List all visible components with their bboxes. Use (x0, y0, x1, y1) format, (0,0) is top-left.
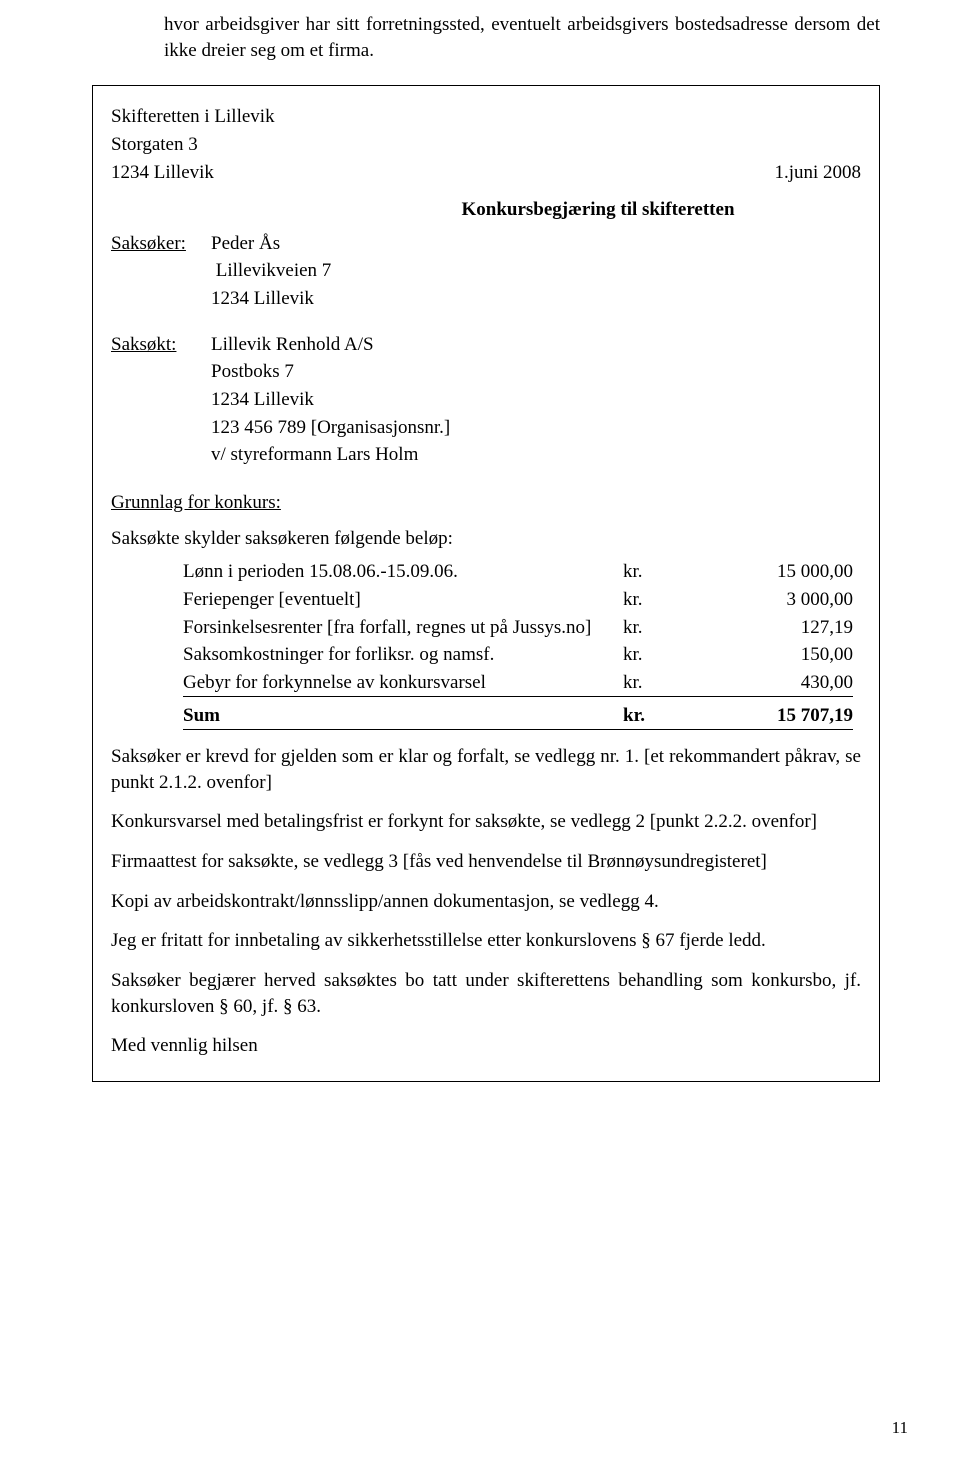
paragraph: Firmaattest for saksøkte, se vedlegg 3 [… (111, 849, 861, 875)
plaintiff-city: 1234 Lillevik (211, 286, 861, 312)
paragraph: Konkursvarsel med betalingsfrist er fork… (111, 809, 861, 835)
paragraph: Saksøker er krevd for gjelden som er kla… (111, 744, 861, 795)
court-name: Skifteretten i Lillevik (111, 104, 861, 130)
sum-value: 15 707,19 (683, 703, 853, 730)
plaintiff-name: Peder Ås (211, 231, 280, 257)
amount-label: Feriepenger [eventuelt] (183, 587, 623, 613)
page-number: 11 (892, 1417, 908, 1440)
plaintiff-street: Lillevikveien 7 (211, 258, 861, 284)
sum-kr: kr. (623, 703, 683, 730)
defendant-name: Lillevik Renhold A/S (211, 332, 374, 358)
amount-value: 3 000,00 (743, 587, 853, 613)
amount-kr: kr. (623, 559, 743, 585)
basis-heading: Grunnlag for konkurs: (111, 490, 861, 516)
plaintiff-label: Saksøker: (111, 231, 211, 257)
amount-kr: kr. (623, 642, 743, 668)
amount-row: Gebyr for forkynnelse av konkursvarsel k… (183, 670, 853, 698)
amount-kr: kr. (623, 587, 743, 613)
sum-row: Sum kr. 15 707,19 (183, 703, 853, 730)
amount-table: Lønn i perioden 15.08.06.-15.09.06. kr. … (183, 559, 853, 730)
defendant-city: 1234 Lillevik (211, 387, 861, 413)
defendant-orgnr: 123 456 789 [Organisasjonsnr.] (211, 415, 861, 441)
document-date: 1.juni 2008 (774, 160, 861, 186)
court-street: Storgaten 3 (111, 132, 861, 158)
closing: Med vennlig hilsen (111, 1033, 861, 1059)
amount-label: Gebyr for forkynnelse av konkursvarsel (183, 670, 623, 698)
amount-row: Saksomkostninger for forliksr. og namsf.… (183, 642, 853, 668)
paragraph: Saksøker begjærer herved saksøktes bo ta… (111, 968, 861, 1019)
defendant-attn: v/ styreformann Lars Holm (211, 442, 861, 468)
amount-row: Lønn i perioden 15.08.06.-15.09.06. kr. … (183, 559, 853, 585)
amount-value: 15 000,00 (743, 559, 853, 585)
defendant-label: Saksøkt: (111, 332, 211, 358)
intro-paragraph: hvor arbeidsgiver har sitt forretningsst… (164, 12, 880, 63)
amount-label: Lønn i perioden 15.08.06.-15.09.06. (183, 559, 623, 585)
document-box: Skifteretten i Lillevik Storgaten 3 1234… (92, 85, 880, 1082)
amount-row: Forsinkelsesrenter [fra forfall, regnes … (183, 615, 853, 641)
sum-label: Sum (183, 703, 623, 730)
amount-label: Saksomkostninger for forliksr. og namsf. (183, 642, 623, 668)
paragraph: Kopi av arbeidskontrakt/lønnsslipp/annen… (111, 889, 861, 915)
paragraph: Jeg er fritatt for innbetaling av sikker… (111, 928, 861, 954)
amount-value: 127,19 (743, 615, 853, 641)
defendant-street: Postboks 7 (211, 359, 861, 385)
amount-value: 150,00 (743, 642, 853, 668)
court-city: 1234 Lillevik (111, 160, 214, 186)
amount-kr: kr. (623, 670, 743, 698)
document-heading: Konkursbegjæring til skifteretten (335, 197, 861, 223)
amount-kr: kr. (623, 615, 743, 641)
amount-row: Feriepenger [eventuelt] kr. 3 000,00 (183, 587, 853, 613)
amount-value: 430,00 (743, 670, 853, 698)
debt-intro: Saksøkte skylder saksøkeren følgende bel… (111, 526, 861, 552)
amount-label: Forsinkelsesrenter [fra forfall, regnes … (183, 615, 623, 641)
